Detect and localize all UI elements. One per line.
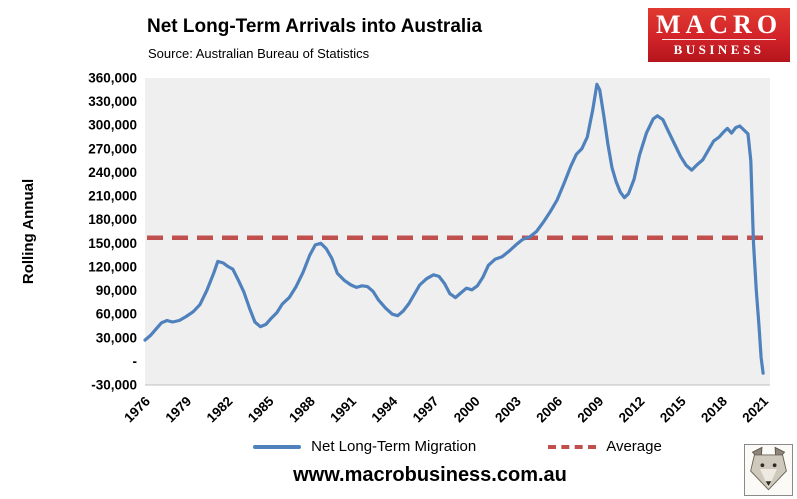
x-tick-label: 1988 [286,393,318,425]
footer-url: www.macrobusiness.com.au [293,464,567,486]
legend-label-migration: Net Long-Term Migration [311,438,477,455]
y-axis-title: Rolling Annual [20,179,37,284]
migration-line [143,82,765,375]
logo-text-macro: MACRO [655,10,783,39]
x-tick-label: 2003 [492,393,524,425]
logo-text-business: BUSINESS [673,42,765,57]
chart-title: Net Long-Term Arrivals into Australia [147,16,483,37]
y-tick-label: 240,000 [88,165,137,180]
x-tick-label: 1985 [245,393,277,425]
y-tick-label: 120,000 [88,259,137,274]
y-tick-label: 60,000 [96,307,137,322]
x-tick-label: 2009 [575,394,607,426]
x-tick-label: 1976 [121,393,153,425]
x-tick-label: 2015 [657,393,689,425]
x-tick-label: 1994 [369,393,401,425]
average-line-swatch [548,444,597,449]
x-tick-label: 2021 [739,393,771,425]
x-tick-label: 2012 [616,394,648,426]
x-tick-label: 1991 [327,393,359,425]
x-tick-label: 1997 [410,394,442,426]
legend-item-migration: Net Long-Term Migration [253,438,476,455]
x-tick-label: 1982 [204,394,236,426]
plot-area [145,78,770,385]
y-tick-label: 300,000 [88,118,137,133]
y-tick-label: 90,000 [96,283,137,298]
fox-logo [744,444,793,496]
y-tick-label: 180,000 [88,212,137,227]
migration-line-swatch [253,444,302,449]
macrobusiness-logo: MACRO BUSINESS [648,8,790,62]
y-tick-label: -30,000 [91,378,137,393]
fox-illustration [750,446,787,491]
x-tick-label: 2006 [533,393,565,425]
x-tick-label: 2018 [698,393,730,425]
chart-source: Source: Australian Bureau of Statistics [148,46,370,61]
y-tick-label: - [133,354,138,369]
y-tick-label: 30,000 [96,330,137,345]
legend: Net Long-Term Migration Average [145,438,770,455]
logo-divider [662,39,776,40]
x-tick-label: 2000 [451,394,483,426]
y-tick-label: 210,000 [88,189,137,204]
legend-item-average: Average [548,438,662,455]
y-tick-label: 150,000 [88,236,137,251]
y-tick-label: 270,000 [88,141,137,156]
y-tick-label: 360,000 [88,71,137,86]
x-tick-label: 1979 [162,394,194,426]
y-tick-label: 330,000 [88,94,137,109]
legend-label-average: Average [606,438,662,455]
